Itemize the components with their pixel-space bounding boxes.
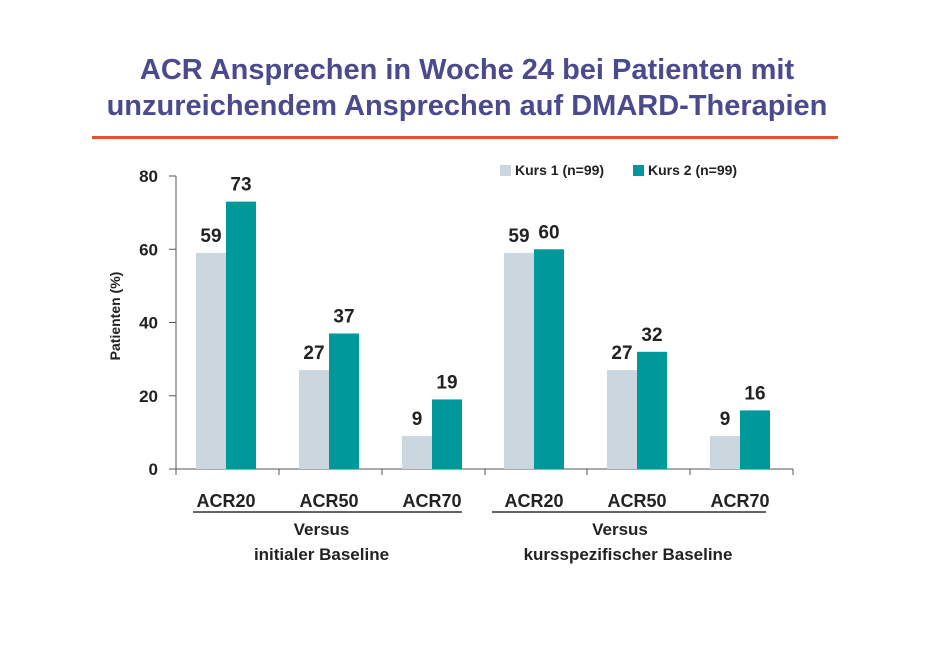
bar-series-2-6 xyxy=(740,410,770,469)
legend-swatch-2 xyxy=(633,165,644,176)
value-label-series-2-6: 16 xyxy=(744,383,765,404)
category-label-4: ACR20 xyxy=(504,491,563,511)
bar-series-1-3 xyxy=(402,436,432,469)
value-label-series-2-4: 60 xyxy=(538,222,559,243)
bar-series-1-6 xyxy=(710,436,740,469)
legend-swatch-1 xyxy=(500,165,511,176)
bar-series-2-1 xyxy=(226,201,256,469)
bar-series-1-1 xyxy=(196,252,226,469)
value-label-series-2-2: 37 xyxy=(333,306,354,327)
y-tick-label-1: 20 xyxy=(139,387,158,406)
chart-title: ACR Ansprechen in Woche 24 bei Patienten… xyxy=(0,52,934,124)
value-label-series-1-6: 9 xyxy=(720,409,731,430)
bar-series-1-4 xyxy=(504,252,534,469)
bar-series-2-5 xyxy=(637,351,667,469)
y-tick-label-2: 40 xyxy=(139,314,158,333)
bar-series-2-4 xyxy=(534,249,564,469)
legend-label-1: Kurs 1 (n=99) xyxy=(515,162,604,178)
value-label-series-2-5: 32 xyxy=(641,325,662,346)
chart-title-line-1: ACR Ansprechen in Woche 24 bei Patienten… xyxy=(139,54,795,86)
group-label-2-line-2: kursspezifischer Baseline xyxy=(524,545,733,564)
value-label-series-1-1: 59 xyxy=(200,226,221,247)
value-label-series-1-3: 9 xyxy=(412,409,423,430)
y-tick-label-0: 0 xyxy=(149,460,158,479)
value-label-series-1-2: 27 xyxy=(303,343,324,364)
bar-series-1-2 xyxy=(299,370,329,469)
value-label-series-2-1: 73 xyxy=(230,175,251,196)
y-axis-label: Patienten (%) xyxy=(107,272,123,361)
value-label-series-2-3: 19 xyxy=(436,372,457,393)
group-label-2-line-1: Versus xyxy=(592,520,648,539)
title-underline xyxy=(92,136,838,139)
y-tick-label-3: 60 xyxy=(139,240,158,259)
group-label-1-line-1: Versus xyxy=(294,520,350,539)
value-label-series-1-5: 27 xyxy=(611,343,632,364)
bar-series-2-3 xyxy=(432,399,462,469)
bar-series-1-5 xyxy=(607,370,637,469)
category-label-3: ACR70 xyxy=(402,491,461,511)
category-label-5: ACR50 xyxy=(607,491,666,511)
legend-label-2: Kurs 2 (n=99) xyxy=(648,162,737,178)
category-label-1: ACR20 xyxy=(196,491,255,511)
bar-series-2-2 xyxy=(329,333,359,469)
y-tick-label-4: 80 xyxy=(139,167,158,186)
value-label-series-1-4: 59 xyxy=(508,226,529,247)
category-label-6: ACR70 xyxy=(710,491,769,511)
chart-title-line-2: unzureichendem Ansprechen auf DMARD-Ther… xyxy=(106,90,828,122)
category-label-2: ACR50 xyxy=(299,491,358,511)
group-label-1-line-2: initialer Baseline xyxy=(254,545,389,564)
